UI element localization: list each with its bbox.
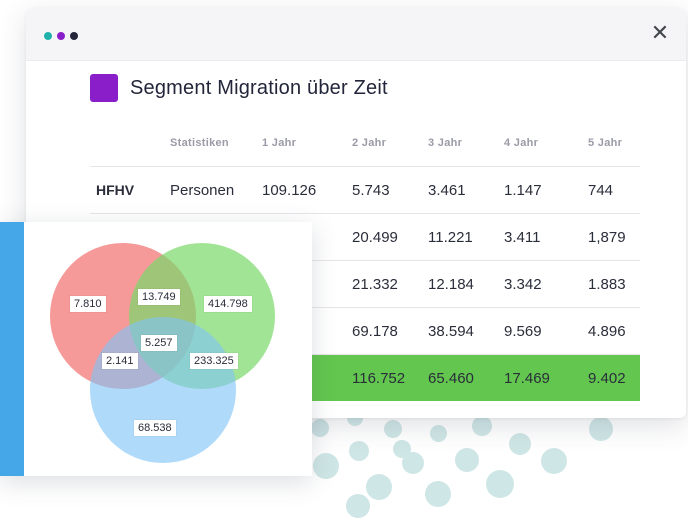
panel-accent-bar (0, 222, 24, 476)
title-color-swatch (90, 74, 118, 102)
venn-label-green-only: 414.798 (204, 296, 252, 312)
table-cell: 12.184 (422, 260, 498, 308)
table-cell: 17.469 (498, 354, 582, 401)
header-cell: Statistiken (164, 120, 256, 167)
table-cell: 21.332 (346, 260, 422, 308)
table-cell: 20.499 (346, 213, 422, 261)
table-cell: 3.411 (498, 213, 582, 261)
table-header-row: Statistiken 1 Jahr 2 Jahr 3 Jahr 4 Jahr … (90, 120, 640, 167)
venn-label-red-green: 13.749 (138, 289, 180, 305)
table-cell: 11.221 (422, 213, 498, 261)
table-row: HFHV Personen 109.126 5.743 3.461 1.147 … (90, 166, 640, 214)
table-cell: 69.178 (346, 307, 422, 355)
table-cell: 116.752 (346, 354, 422, 401)
table-cell: 3.461 (422, 166, 498, 214)
header-cell: 2 Jahr (346, 120, 422, 167)
table-cell: 9.402 (582, 354, 640, 401)
header-cell: 5 Jahr (582, 120, 640, 167)
table-cell: 1.883 (582, 260, 640, 308)
table-cell: 744 (582, 166, 640, 214)
table-cell: Personen (164, 166, 256, 214)
venn-diagram-panel: 7.810 13.749 414.798 2.141 5.257 233.325… (0, 222, 312, 476)
table-cell: 1.147 (498, 166, 582, 214)
table-cell: 38.594 (422, 307, 498, 355)
table-cell: HFHV (90, 166, 164, 214)
table-cell: 3.342 (498, 260, 582, 308)
venn-label-red-blue: 2.141 (102, 353, 138, 369)
window-dot-purple (57, 32, 65, 40)
table-cell: 1,879 (582, 213, 640, 261)
window-dot-dark (70, 32, 78, 40)
table-cell: 65.460 (422, 354, 498, 401)
header-cell: 1 Jahr (256, 120, 346, 167)
table-cell: 9.569 (498, 307, 582, 355)
table-cell: 5.743 (346, 166, 422, 214)
window-titlebar: ✕ (26, 8, 686, 61)
venn-label-all: 5.257 (141, 335, 177, 351)
venn-label-blue-only: 68.538 (134, 420, 176, 436)
close-icon[interactable]: ✕ (650, 21, 670, 46)
header-cell: 3 Jahr (422, 120, 498, 167)
window-dot-teal (44, 32, 52, 40)
page-title: Segment Migration über Zeit (130, 77, 388, 99)
venn-label-red-only: 7.810 (70, 296, 106, 312)
table-cell: 109.126 (256, 166, 346, 214)
venn-label-green-blue: 233.325 (190, 353, 238, 369)
header-cell: 4 Jahr (498, 120, 582, 167)
table-cell: 4.896 (582, 307, 640, 355)
header-cell (90, 120, 164, 167)
